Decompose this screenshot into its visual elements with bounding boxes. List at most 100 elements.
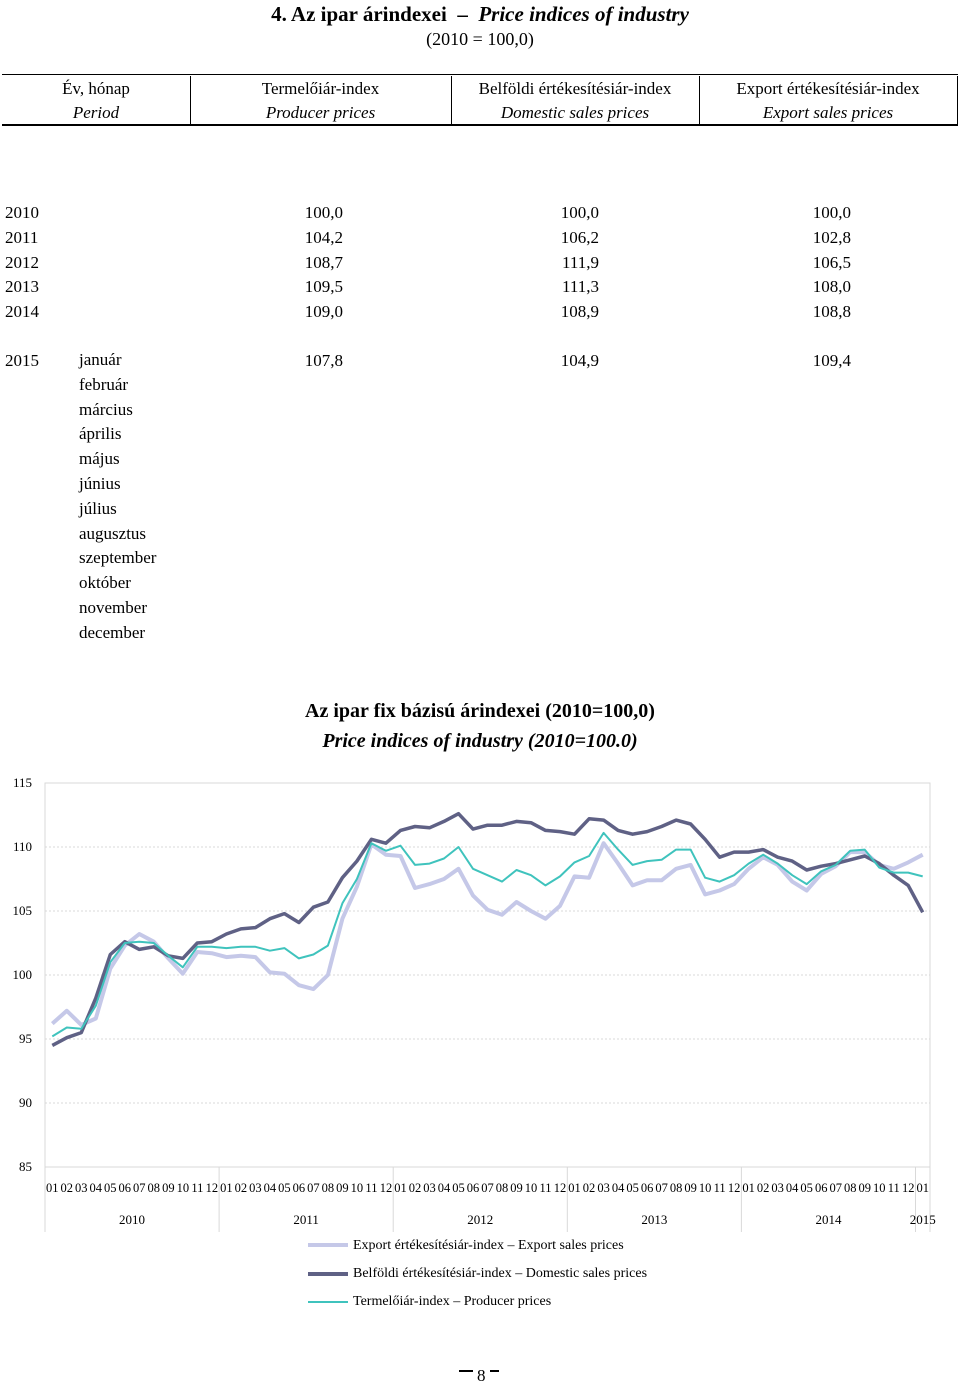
x-tick-label: 06 xyxy=(119,1181,132,1195)
year-label: 2014 xyxy=(815,1212,842,1227)
monthly-producer-value: 107,8 xyxy=(304,351,343,370)
x-tick-label: 03 xyxy=(75,1181,88,1195)
column-divider xyxy=(957,76,958,124)
legend-item-domestic: Belföldi értékesítésiár-index – Domestic… xyxy=(308,1266,728,1294)
x-tick-label: 09 xyxy=(336,1181,349,1195)
annual-year: 2010 xyxy=(5,203,39,222)
x-tick-label: 04 xyxy=(786,1181,799,1195)
x-tick-label: 07 xyxy=(655,1181,668,1195)
x-tick-label: 04 xyxy=(90,1181,103,1195)
annual-producer-value: 109,5 xyxy=(304,277,343,297)
x-tick-label: 11 xyxy=(191,1181,203,1195)
x-tick-label: 07 xyxy=(481,1181,494,1195)
x-tick-label: 09 xyxy=(510,1181,523,1195)
annual-year: 2014 xyxy=(5,302,39,322)
x-tick-label: 06 xyxy=(815,1181,828,1195)
y-tick-label: 90 xyxy=(19,1095,32,1110)
x-tick-label: 01 xyxy=(742,1181,755,1195)
series-line-1 xyxy=(51,811,925,1047)
x-tick-label: 04 xyxy=(264,1181,277,1195)
annual-domestic-value: 111,3 xyxy=(562,277,599,297)
x-tick-label: 03 xyxy=(771,1181,784,1195)
x-tick-label: 02 xyxy=(583,1181,596,1195)
x-tick-label: 08 xyxy=(844,1181,857,1195)
chart-title-en: Price indices of industry (2010=100.0) xyxy=(322,730,638,752)
page-title: 4. Az ipar árindexei – Price indices of … xyxy=(271,2,689,26)
title-en: Price indices of industry xyxy=(478,2,689,26)
legend-label: Termelőiár-index – Producer prices xyxy=(353,1294,552,1309)
x-tick-label: 05 xyxy=(800,1181,813,1195)
annual-producer-value: 104,2 xyxy=(304,227,343,247)
month-label: március xyxy=(79,399,133,419)
legend-item-producer: Termelőiár-index – Producer prices xyxy=(308,1294,728,1322)
annual-export-value: 100,0 xyxy=(812,203,851,222)
month-label: október xyxy=(79,573,131,593)
column-header-en: Period xyxy=(72,103,120,122)
page-subtitle: (2010 = 100,0) xyxy=(426,29,534,49)
column-header-en: Domestic sales prices xyxy=(500,103,650,122)
y-tick-label: 110 xyxy=(13,839,32,854)
column-header-hu: Belföldi értékesítésiár-index xyxy=(478,79,672,98)
month-list: január február március április május június jú… xyxy=(79,348,156,646)
column-header-period: Év, hónap Period xyxy=(2,77,190,125)
column-header-domestic: Belföldi értékesítésiár-index Domestic s… xyxy=(451,77,699,125)
column-header-hu: Termelőiár-index xyxy=(261,79,380,98)
annual-domestic-value: 106,2 xyxy=(560,227,599,247)
annual-export-value: 108,0 xyxy=(812,277,851,297)
y-tick-label: 100 xyxy=(13,967,33,982)
x-tick-label: 01 xyxy=(394,1181,407,1195)
month-label: november xyxy=(79,597,147,617)
x-tick-label: 07 xyxy=(829,1181,842,1195)
x-tick-label: 11 xyxy=(714,1181,726,1195)
column-divider xyxy=(190,76,191,124)
column-header-hu: Export értékesítésiár-index xyxy=(736,79,920,98)
year-label: 2015 xyxy=(910,1212,936,1227)
x-tick-label: 10 xyxy=(351,1181,364,1195)
x-tick-label: 08 xyxy=(322,1181,335,1195)
x-tick-label: 04 xyxy=(612,1181,625,1195)
annual-domestic-value: 108,9 xyxy=(560,302,599,322)
x-tick-label: 01 xyxy=(568,1181,581,1195)
y-tick-label: 115 xyxy=(13,775,32,790)
x-tick-label: 01 xyxy=(220,1181,233,1195)
annual-year: 2013 xyxy=(5,277,39,297)
x-tick-label: 10 xyxy=(177,1181,190,1195)
x-tick-label: 12 xyxy=(554,1181,567,1195)
x-tick-label: 05 xyxy=(104,1181,117,1195)
x-tick-label: 12 xyxy=(206,1181,219,1195)
annual-producer-value: 100,0 xyxy=(304,203,343,222)
column-divider xyxy=(699,76,700,124)
x-tick-label: 08 xyxy=(670,1181,683,1195)
x-tick-label: 10 xyxy=(699,1181,712,1195)
x-tick-label: 01 xyxy=(916,1181,929,1195)
annual-domestic-value: 100,0 xyxy=(560,203,599,222)
year-label: 2013 xyxy=(641,1212,667,1227)
column-header-export: Export értékesítésiár-index Export sales… xyxy=(699,77,957,125)
x-tick-label: 12 xyxy=(380,1181,393,1195)
annual-producer-value: 109,0 xyxy=(304,302,343,322)
legend-label: Belföldi értékesítésiár-index – Domestic… xyxy=(353,1266,648,1281)
annual-domestic-value: 111,9 xyxy=(562,252,599,272)
x-tick-label: 03 xyxy=(597,1181,610,1195)
x-tick-label: 08 xyxy=(148,1181,161,1195)
x-tick-label: 11 xyxy=(888,1181,900,1195)
month-label: április xyxy=(79,424,122,444)
legend-swatch xyxy=(308,1272,348,1276)
month-label: augusztus xyxy=(79,523,147,543)
year-label: 2012 xyxy=(467,1212,493,1227)
x-tick-label: 06 xyxy=(467,1181,480,1195)
x-tick-label: 02 xyxy=(235,1181,248,1195)
x-tick-label: 10 xyxy=(873,1181,886,1195)
annual-year: 2012 xyxy=(5,252,39,272)
legend-label: Export értékesítésiár-index – Export sal… xyxy=(353,1238,624,1253)
header-bottom-rule xyxy=(2,124,958,126)
x-tick-label: 09 xyxy=(162,1181,175,1195)
annual-producer-value: 108,7 xyxy=(304,252,343,272)
title-hu: 4. Az ipar árindexei xyxy=(271,2,447,26)
legend-item-export: Export értékesítésiár-index – Export sal… xyxy=(308,1238,728,1266)
column-header-en: Producer prices xyxy=(265,103,376,122)
monthly-year: 2015 xyxy=(5,351,39,370)
x-tick-label: 02 xyxy=(409,1181,422,1195)
x-tick-label: 05 xyxy=(452,1181,465,1195)
